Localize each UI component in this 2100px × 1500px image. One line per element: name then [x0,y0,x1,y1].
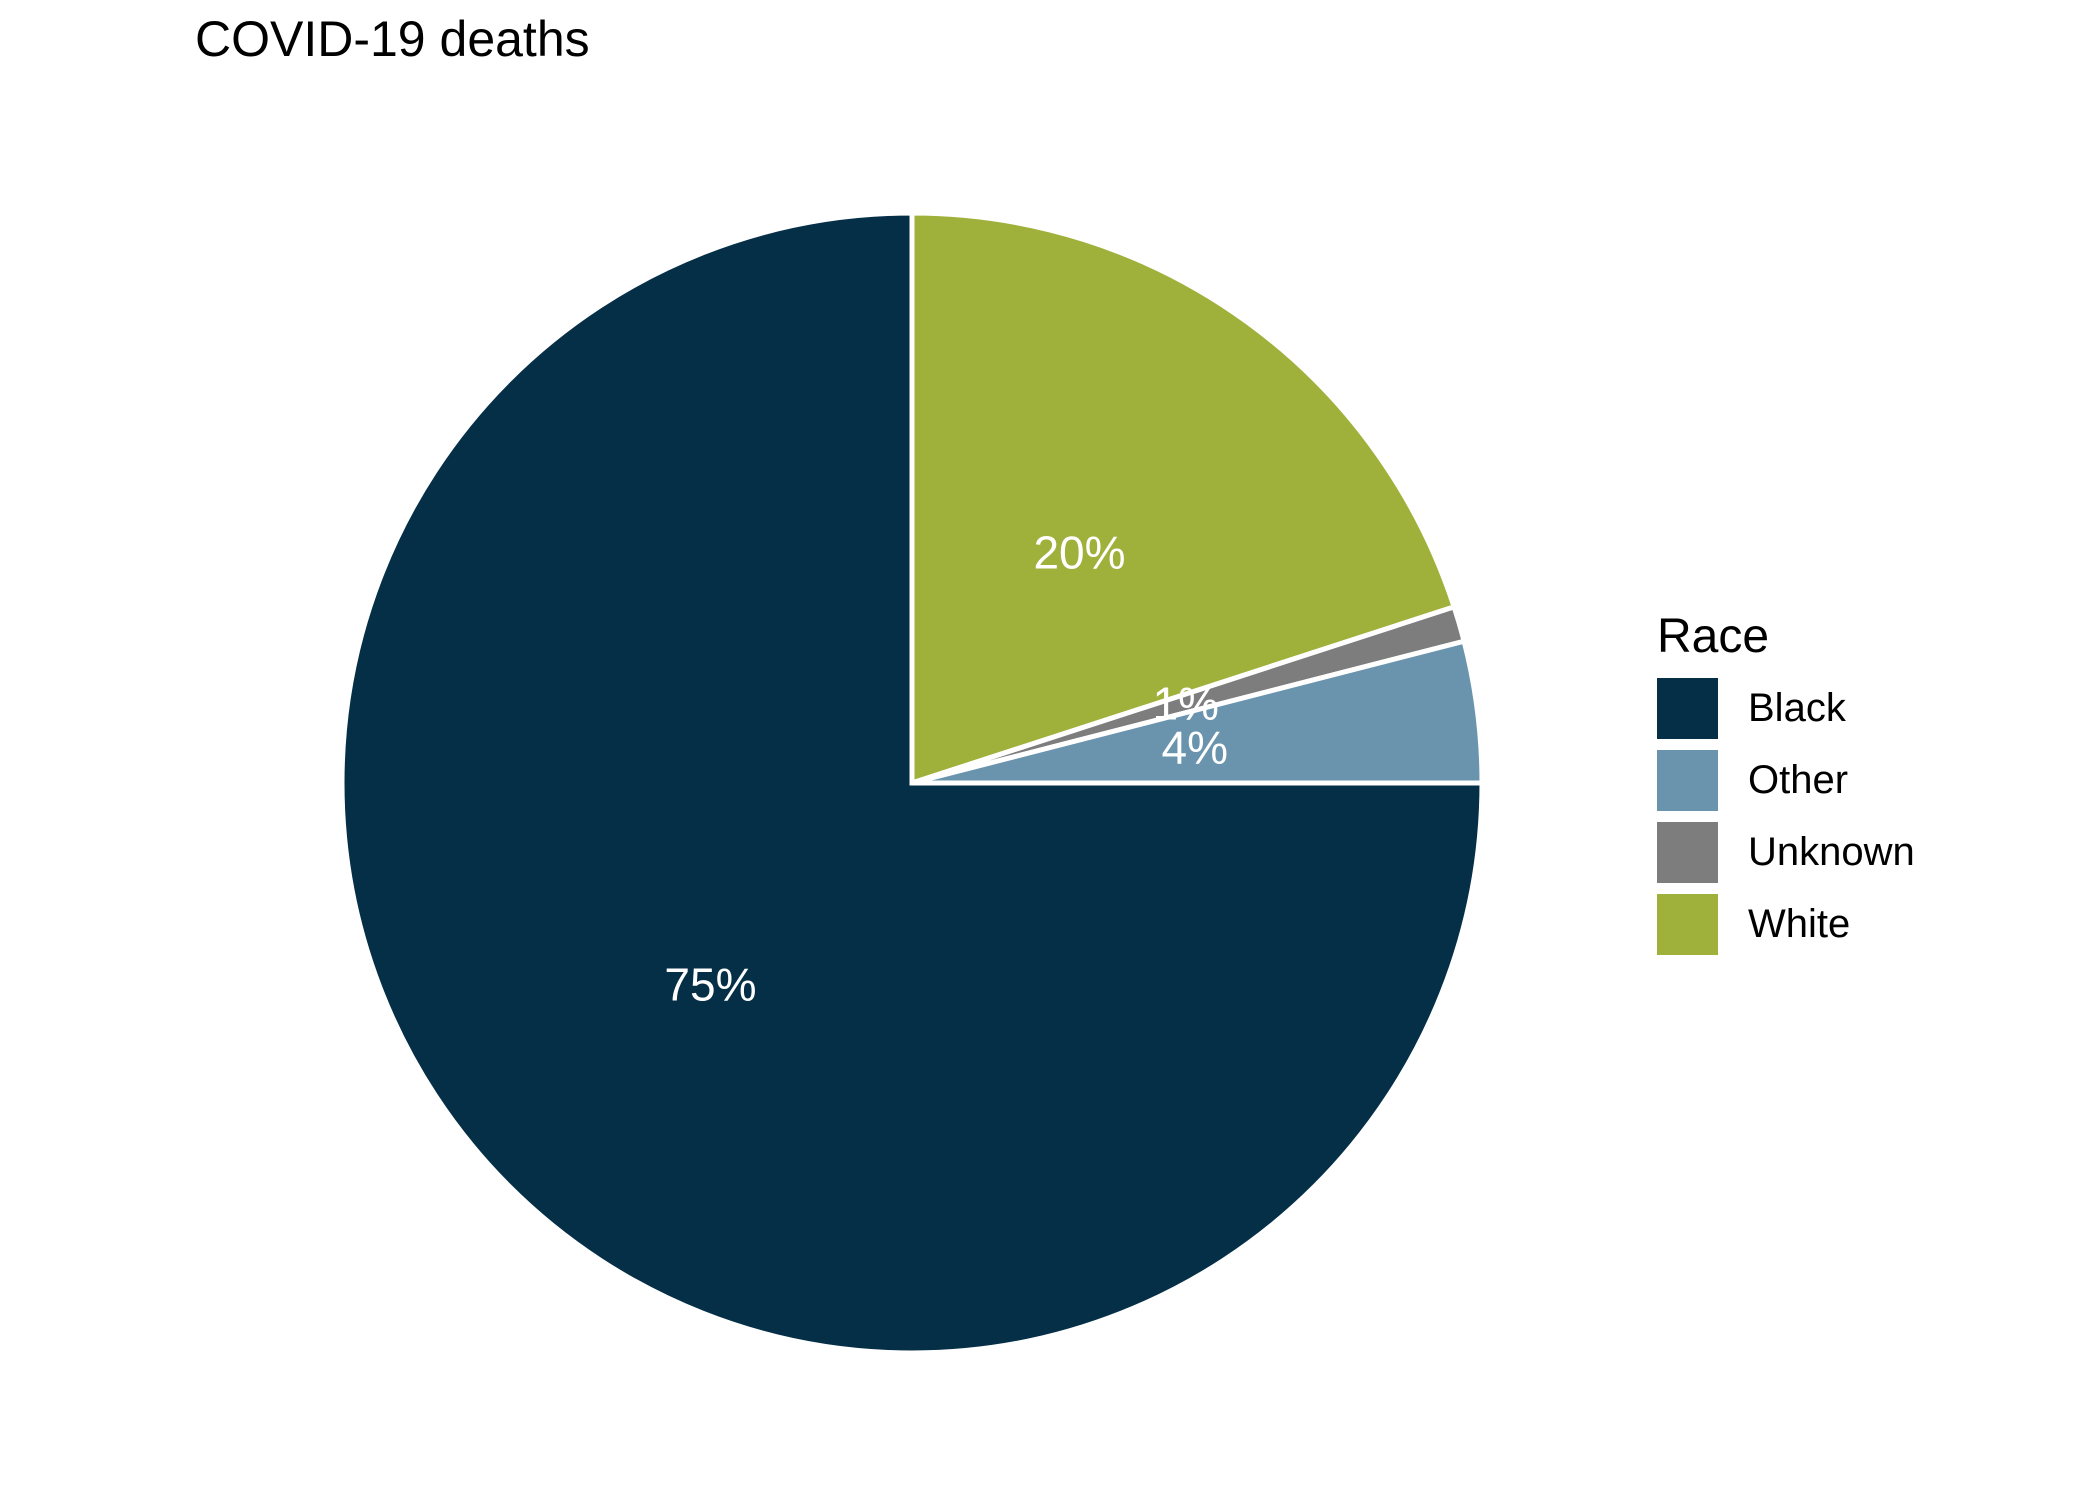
legend-item-unknown: Unknown [1657,821,1915,883]
pie-slice-label-white: 20% [1033,526,1125,578]
legend-label-unknown: Unknown [1748,829,1915,874]
legend-label-black: Black [1748,685,1846,730]
legend-item-white: White [1657,893,1915,955]
legend-item-black: Black [1657,677,1915,739]
pie-slice-white [909,210,1458,787]
legend-swatch-black [1657,677,1718,739]
legend: Race Black Other Unknown White [1657,610,1915,955]
pie-slice-label-black: 75% [664,959,756,1011]
pie-slice-label-other: 4% [1162,721,1228,773]
legend-label-white: White [1748,901,1851,946]
legend-swatch-other [1657,749,1718,811]
legend-label-other: Other [1748,757,1849,802]
pie-slice-black [339,210,1485,1356]
pie-slice-label-unknown: 1% [1152,677,1218,729]
legend-item-other: Other [1657,749,1915,811]
legend-swatch-unknown [1657,821,1718,883]
legend-items: Black Other Unknown White [1657,677,1915,955]
legend-title: Race [1657,610,1770,663]
legend-swatch-white [1657,893,1718,955]
chart-title: COVID-19 deaths [195,11,590,67]
